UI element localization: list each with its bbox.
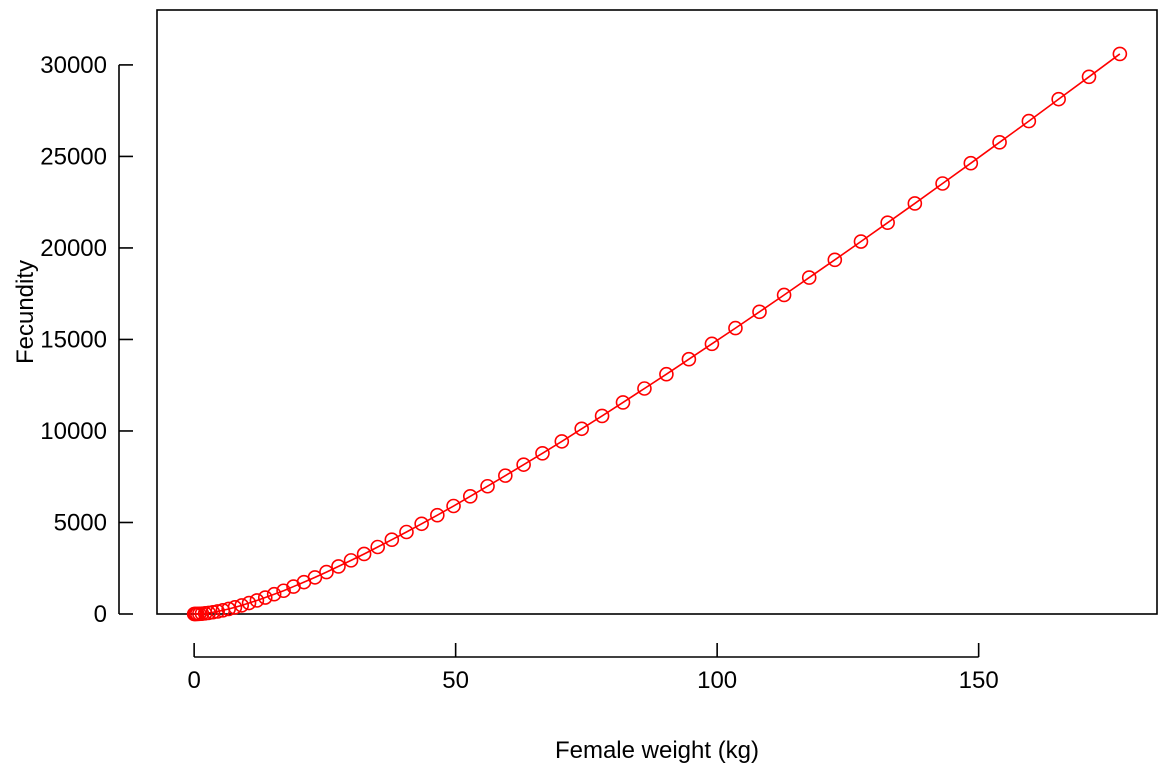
data-point (343, 553, 359, 568)
data-point (776, 287, 792, 303)
data-point (574, 421, 589, 437)
data-point (659, 366, 674, 382)
data-point (615, 395, 631, 410)
data-point (535, 445, 550, 461)
x-axis: 0 50 100 150 (187, 643, 999, 694)
data-point (384, 532, 400, 547)
y-tick-label: 30000 (40, 52, 107, 79)
data-point (907, 196, 923, 211)
data-point (498, 468, 513, 483)
data-point (462, 489, 478, 504)
data-point (414, 516, 429, 532)
data-point (221, 601, 236, 617)
data-point (554, 434, 570, 449)
data-point (249, 593, 265, 608)
data-point (992, 135, 1007, 150)
data-point (827, 252, 843, 268)
data-point (266, 586, 282, 602)
data-point (963, 155, 979, 171)
y-tick-label: 15000 (40, 326, 107, 353)
data-point (752, 304, 767, 320)
data-point (681, 351, 697, 367)
data-point (319, 564, 334, 580)
data-point (205, 604, 221, 620)
data-point (430, 507, 445, 523)
data-point (516, 457, 531, 472)
data-point (880, 215, 895, 230)
x-tick-label: 50 (442, 667, 469, 694)
y-axis-title: Fecundity (12, 260, 39, 364)
data-point (257, 590, 273, 605)
data-point (234, 598, 250, 613)
data-point (331, 559, 346, 574)
data-point (1051, 91, 1066, 107)
data-point (801, 270, 817, 285)
data-point (1112, 46, 1128, 62)
y-tick-label: 5000 (54, 509, 107, 536)
y-tick-label: 20000 (40, 235, 107, 262)
data-point (935, 176, 950, 191)
data-point (399, 524, 414, 540)
series-layer (186, 46, 1128, 622)
y-tick-label: 10000 (40, 418, 107, 445)
data-point (241, 595, 257, 611)
data-point (853, 234, 869, 249)
plot-frame (156, 9, 1158, 615)
x-tick-label: 0 (187, 667, 200, 694)
data-point (370, 539, 386, 555)
x-axis-title: Female weight (kg) (555, 737, 759, 764)
data-point (276, 583, 291, 599)
data-point (637, 381, 652, 396)
y-tick-label: 25000 (40, 143, 107, 170)
data-point (728, 320, 743, 336)
data-point (1081, 69, 1097, 85)
data-point (594, 408, 610, 424)
x-tick-label: 100 (697, 667, 737, 694)
x-tick-label: 150 (959, 667, 999, 694)
data-point (480, 478, 495, 494)
series-line (194, 53, 1121, 615)
y-axis: 0 5000 10000 15000 20000 25000 30000 (40, 52, 133, 628)
data-point (1021, 113, 1037, 129)
y-tick-label: 0 (94, 601, 107, 628)
data-point (356, 546, 372, 562)
data-point (704, 336, 720, 352)
data-point (210, 604, 225, 619)
data-point (227, 600, 243, 615)
data-point (446, 498, 461, 514)
